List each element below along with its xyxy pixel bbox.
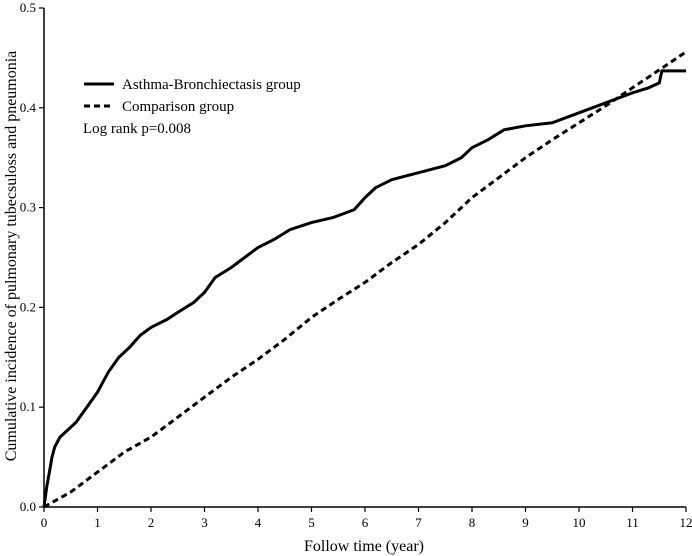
x-tick-group: 0 1 2 3 4 5 6 7 8 9 10 11 12 xyxy=(41,507,692,530)
x-axis-title: Follow time (year) xyxy=(304,538,424,555)
x-tick-label: 11 xyxy=(626,515,639,530)
legend-label-comparison: Comparison group xyxy=(122,99,234,115)
x-tick-label: 12 xyxy=(680,515,692,530)
y-tick-label: 0.1 xyxy=(20,399,36,414)
x-tick-label: 1 xyxy=(94,515,101,530)
series-line-comparison xyxy=(43,50,687,509)
x-tick-label: 2 xyxy=(148,515,155,530)
x-tick-label: 10 xyxy=(573,515,586,530)
y-tick-label: 0.2 xyxy=(20,299,36,314)
series-layer xyxy=(42,50,687,509)
x-tick-label: 0 xyxy=(41,515,48,530)
x-tick-label: 8 xyxy=(469,515,476,530)
series-line-asthma-bronchiectasis xyxy=(42,69,686,508)
y-axis-title: Cumulative incidence of pulmonary tubecs… xyxy=(3,51,20,462)
x-tick-label: 5 xyxy=(308,515,315,530)
y-tick-label: 0.5 xyxy=(20,0,36,15)
x-tick-label: 4 xyxy=(255,515,262,530)
x-tick-label: 6 xyxy=(362,515,369,530)
legend: Asthma-Bronchiectasis group Comparison g… xyxy=(83,77,301,137)
x-tick-label: 3 xyxy=(201,515,208,530)
y-tick-label: 0.3 xyxy=(20,200,36,215)
x-tick-label: 9 xyxy=(522,515,529,530)
log-rank-annotation: Log rank p=0.008 xyxy=(83,121,191,137)
y-tick-label: 0.4 xyxy=(20,100,37,115)
x-tick-label: 7 xyxy=(415,515,422,530)
legend-label-asthma: Asthma-Bronchiectasis group xyxy=(122,77,301,93)
y-tick-label: 0.0 xyxy=(20,499,36,514)
y-tick-group: 0.0 0.1 0.2 0.3 0.4 0.5 xyxy=(20,0,44,514)
